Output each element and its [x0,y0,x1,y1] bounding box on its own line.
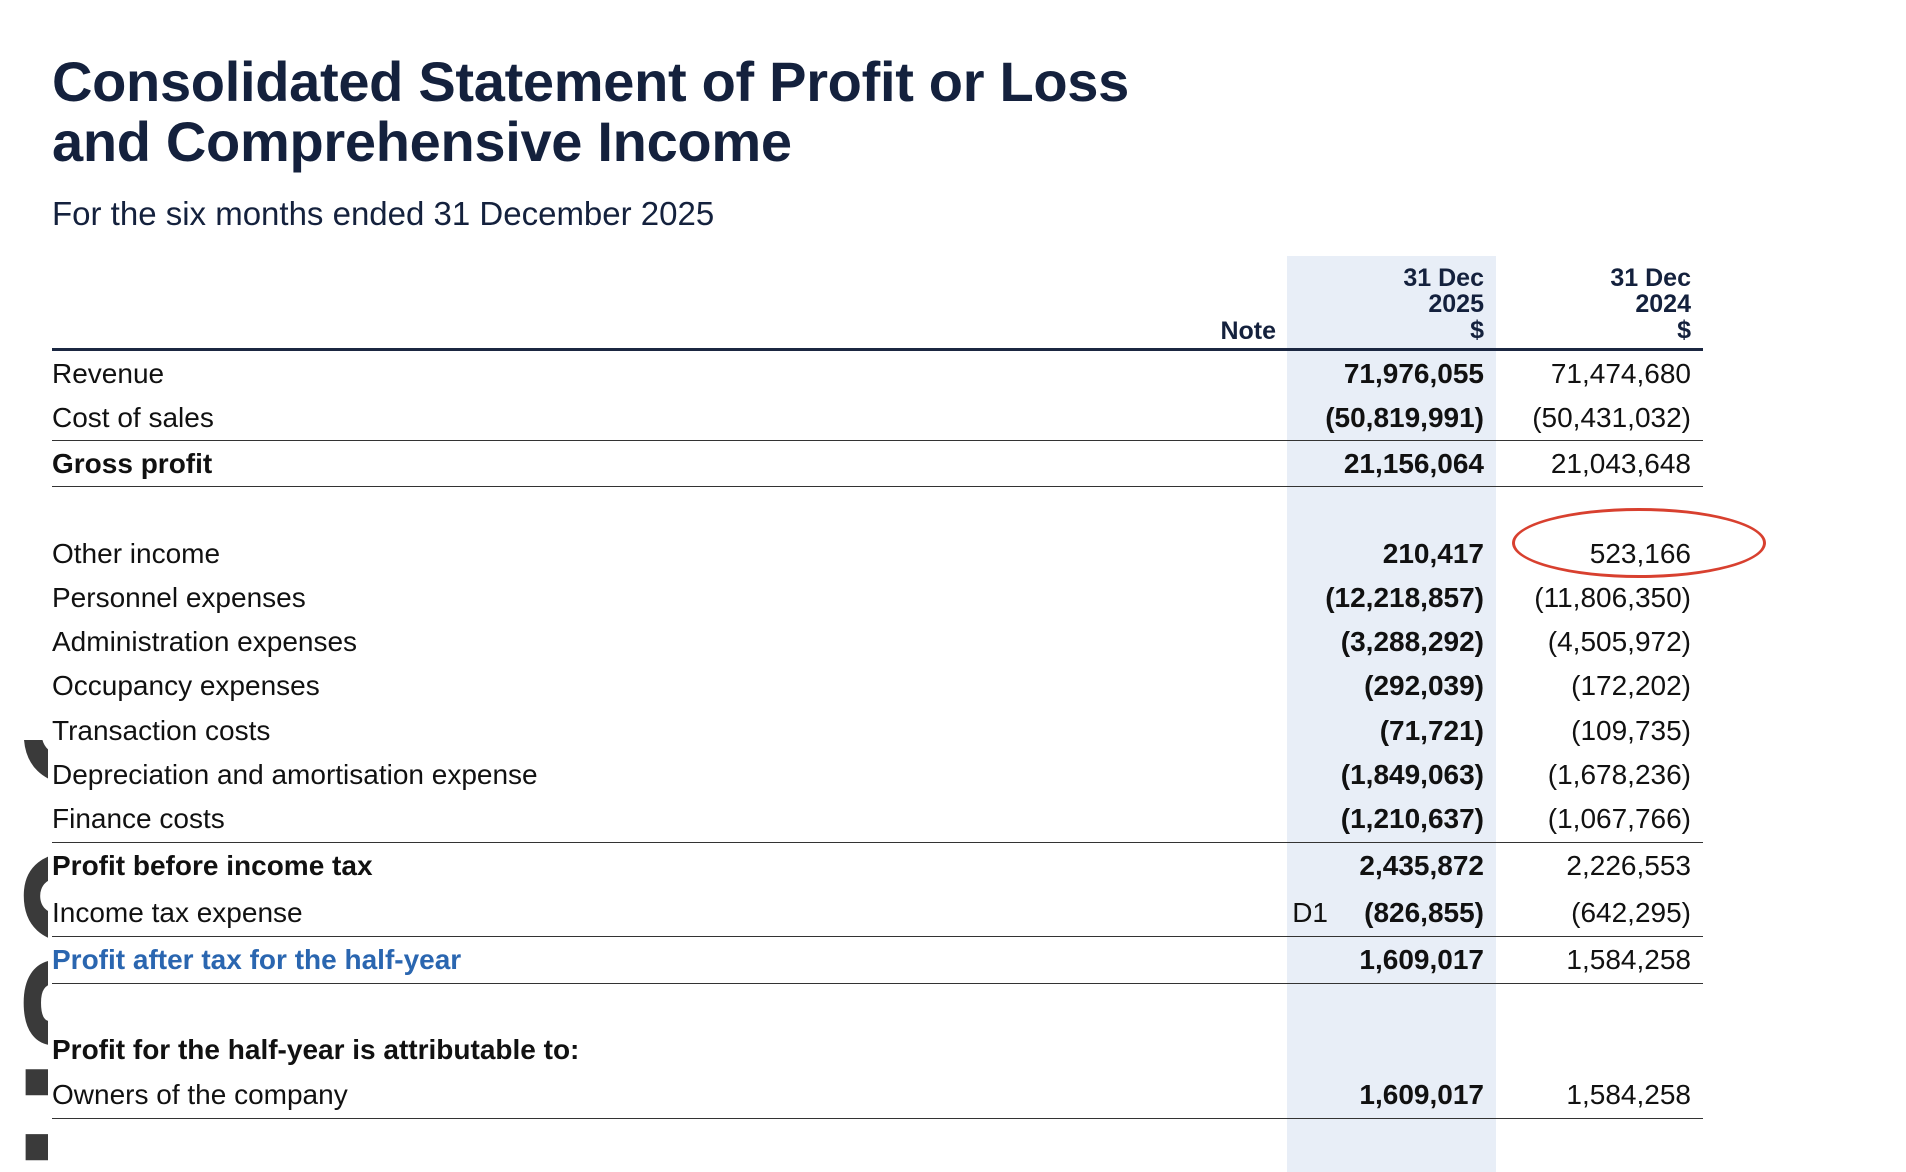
side-watermark: use only [0,740,48,1172]
row-label: Profit before income tax [52,850,373,881]
row-label: Cost of sales [52,402,214,433]
annotation-ellipse [1512,508,1766,578]
previous-period-header: 31 Dec 2024 $ [1496,265,1691,343]
row-previous-value: (4,505,972) [1547,626,1691,657]
current-header-line-2: 2025 [1428,290,1484,318]
table-row-administration-expenses: Administration expenses (3,288,292) (4,5… [52,622,1703,662]
row-previous-value: (1,678,236) [1547,759,1691,790]
current-header-line-1: 31 Dec [1403,264,1484,292]
row-current-value: (826,855) [1364,897,1484,928]
row-divider [52,486,1703,487]
row-label: Transaction costs [52,715,271,746]
row-previous-value: (11,806,350) [1534,582,1691,613]
row-label: Other income [52,538,221,569]
table-row-other-income: Other income 210,417 523,166 [52,534,1703,574]
watermark-clip: use only [0,740,48,1172]
row-current-value: (1,849,063) [1340,759,1484,790]
page-subtitle: For the six months ended 31 December 202… [52,195,715,232]
note-header-label: Note [1220,317,1276,345]
row-divider [52,936,1703,937]
row-current-value: (292,039) [1364,670,1484,701]
row-divider [52,983,1703,984]
row-label: Revenue [52,358,165,389]
row-current-value: 21,156,064 [1343,448,1484,479]
table-row-profit-before-tax: Profit before income tax 2,435,872 2,226… [52,846,1703,886]
row-current-value: 1,609,017 [1359,944,1484,975]
row-previous-value: 2,226,553 [1566,850,1691,881]
table-row-gross-profit: Gross profit 21,156,064 21,043,648 [52,444,1703,484]
row-note-reference: D1 [1292,897,1328,928]
row-divider [52,842,1703,843]
row-current-value: (12,218,857) [1325,582,1484,613]
row-current-value: 210,417 [1382,538,1484,569]
row-label: Depreciation and amortisation expense [52,759,538,790]
page-title-line-1: Consolidated Statement of Profit or Loss [52,50,1129,113]
table-row-profit-after-tax: Profit after tax for the half-year 1,609… [52,940,1703,980]
table-row-owners-of-company: Owners of the company 1,609,017 1,584,25… [52,1075,1703,1115]
table-row-finance-costs: Finance costs (1,210,637) (1,067,766) [52,799,1703,839]
row-previous-value: 71,474,680 [1550,358,1691,389]
table-row-cost-of-sales: Cost of sales (50,819,991) (50,431,032) [52,398,1703,438]
table-row-occupancy-expenses: Occupancy expenses (292,039) (172,202) [52,666,1703,706]
row-label: Profit after tax for the half-year [52,944,462,975]
current-header-line-3: $ [1470,316,1484,344]
row-label: Profit for the half-year is attributable… [52,1034,580,1065]
header-rule [52,348,1703,351]
page-title: Consolidated Statement of Profit or Loss… [52,52,1129,172]
previous-header-line-2: 2024 [1635,290,1691,318]
row-label: Owners of the company [52,1079,348,1110]
previous-header-line-1: 31 Dec [1610,264,1691,292]
current-period-header: 31 Dec 2025 $ [1287,265,1484,343]
row-previous-value: 1,584,258 [1566,944,1691,975]
row-previous-value: (50,431,032) [1532,402,1691,433]
row-previous-value: (642,295) [1571,897,1691,928]
row-label: Occupancy expenses [52,670,320,701]
table-row-personnel-expenses: Personnel expenses (12,218,857) (11,806,… [52,578,1703,618]
row-label: Gross profit [52,448,213,479]
row-current-value: (1,210,637) [1340,803,1484,834]
row-current-value: 2,435,872 [1359,850,1484,881]
row-previous-value: (109,735) [1571,715,1691,746]
row-current-value: 1,609,017 [1359,1079,1484,1110]
row-previous-value: 21,043,648 [1550,448,1691,479]
table-row-attributable-heading: Profit for the half-year is attributable… [52,1030,1703,1070]
row-current-value: (50,819,991) [1325,402,1484,433]
row-previous-value: 1,584,258 [1566,1079,1691,1110]
previous-header-line-3: $ [1677,316,1691,344]
table-row-revenue: Revenue 71,976,055 71,474,680 [52,354,1703,394]
note-column-header: Note [1180,318,1276,344]
page-title-line-2: and Comprehensive Income [52,110,792,173]
current-period-column-shade [1287,256,1496,1172]
row-previous-value: (172,202) [1571,670,1691,701]
row-divider [52,1118,1703,1119]
table-row-income-tax-expense: Income tax expense D1 (826,855) (642,295… [52,893,1703,933]
table-row-transaction-costs: Transaction costs (71,721) (109,735) [52,711,1703,751]
row-current-value: (71,721) [1379,715,1484,746]
row-current-value: (3,288,292) [1340,626,1484,657]
row-divider [52,440,1703,441]
row-label: Personnel expenses [52,582,306,613]
row-label: Finance costs [52,803,225,834]
row-previous-value: (1,067,766) [1547,803,1691,834]
row-label: Income tax expense [52,897,303,928]
row-label: Administration expenses [52,626,358,657]
table-row-depreciation-amortisation: Depreciation and amortisation expense (1… [52,755,1703,795]
row-current-value: 71,976,055 [1343,358,1484,389]
